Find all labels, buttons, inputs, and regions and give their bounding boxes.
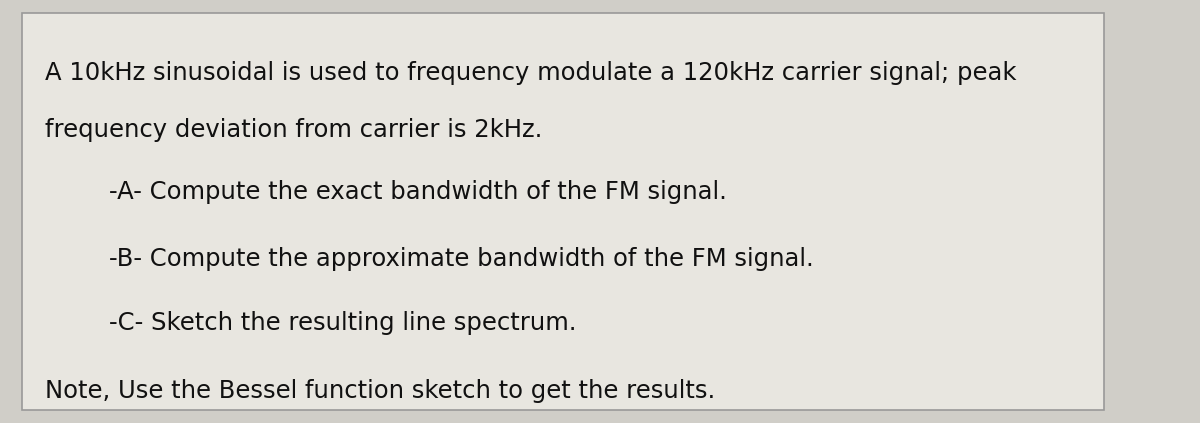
Text: -A- Compute the exact bandwidth of the FM signal.: -A- Compute the exact bandwidth of the F… [78, 180, 727, 204]
Text: -C- Sketch the resulting line spectrum.: -C- Sketch the resulting line spectrum. [78, 311, 577, 335]
Text: A 10kHz sinusoidal is used to frequency modulate a 120kHz carrier signal; peak: A 10kHz sinusoidal is used to frequency … [44, 61, 1016, 85]
Text: Note, Use the Bessel function sketch to get the results.: Note, Use the Bessel function sketch to … [44, 379, 715, 403]
Text: frequency deviation from carrier is 2kHz.: frequency deviation from carrier is 2kHz… [44, 118, 542, 143]
Text: -B- Compute the approximate bandwidth of the FM signal.: -B- Compute the approximate bandwidth of… [78, 247, 815, 272]
FancyBboxPatch shape [23, 13, 1104, 410]
